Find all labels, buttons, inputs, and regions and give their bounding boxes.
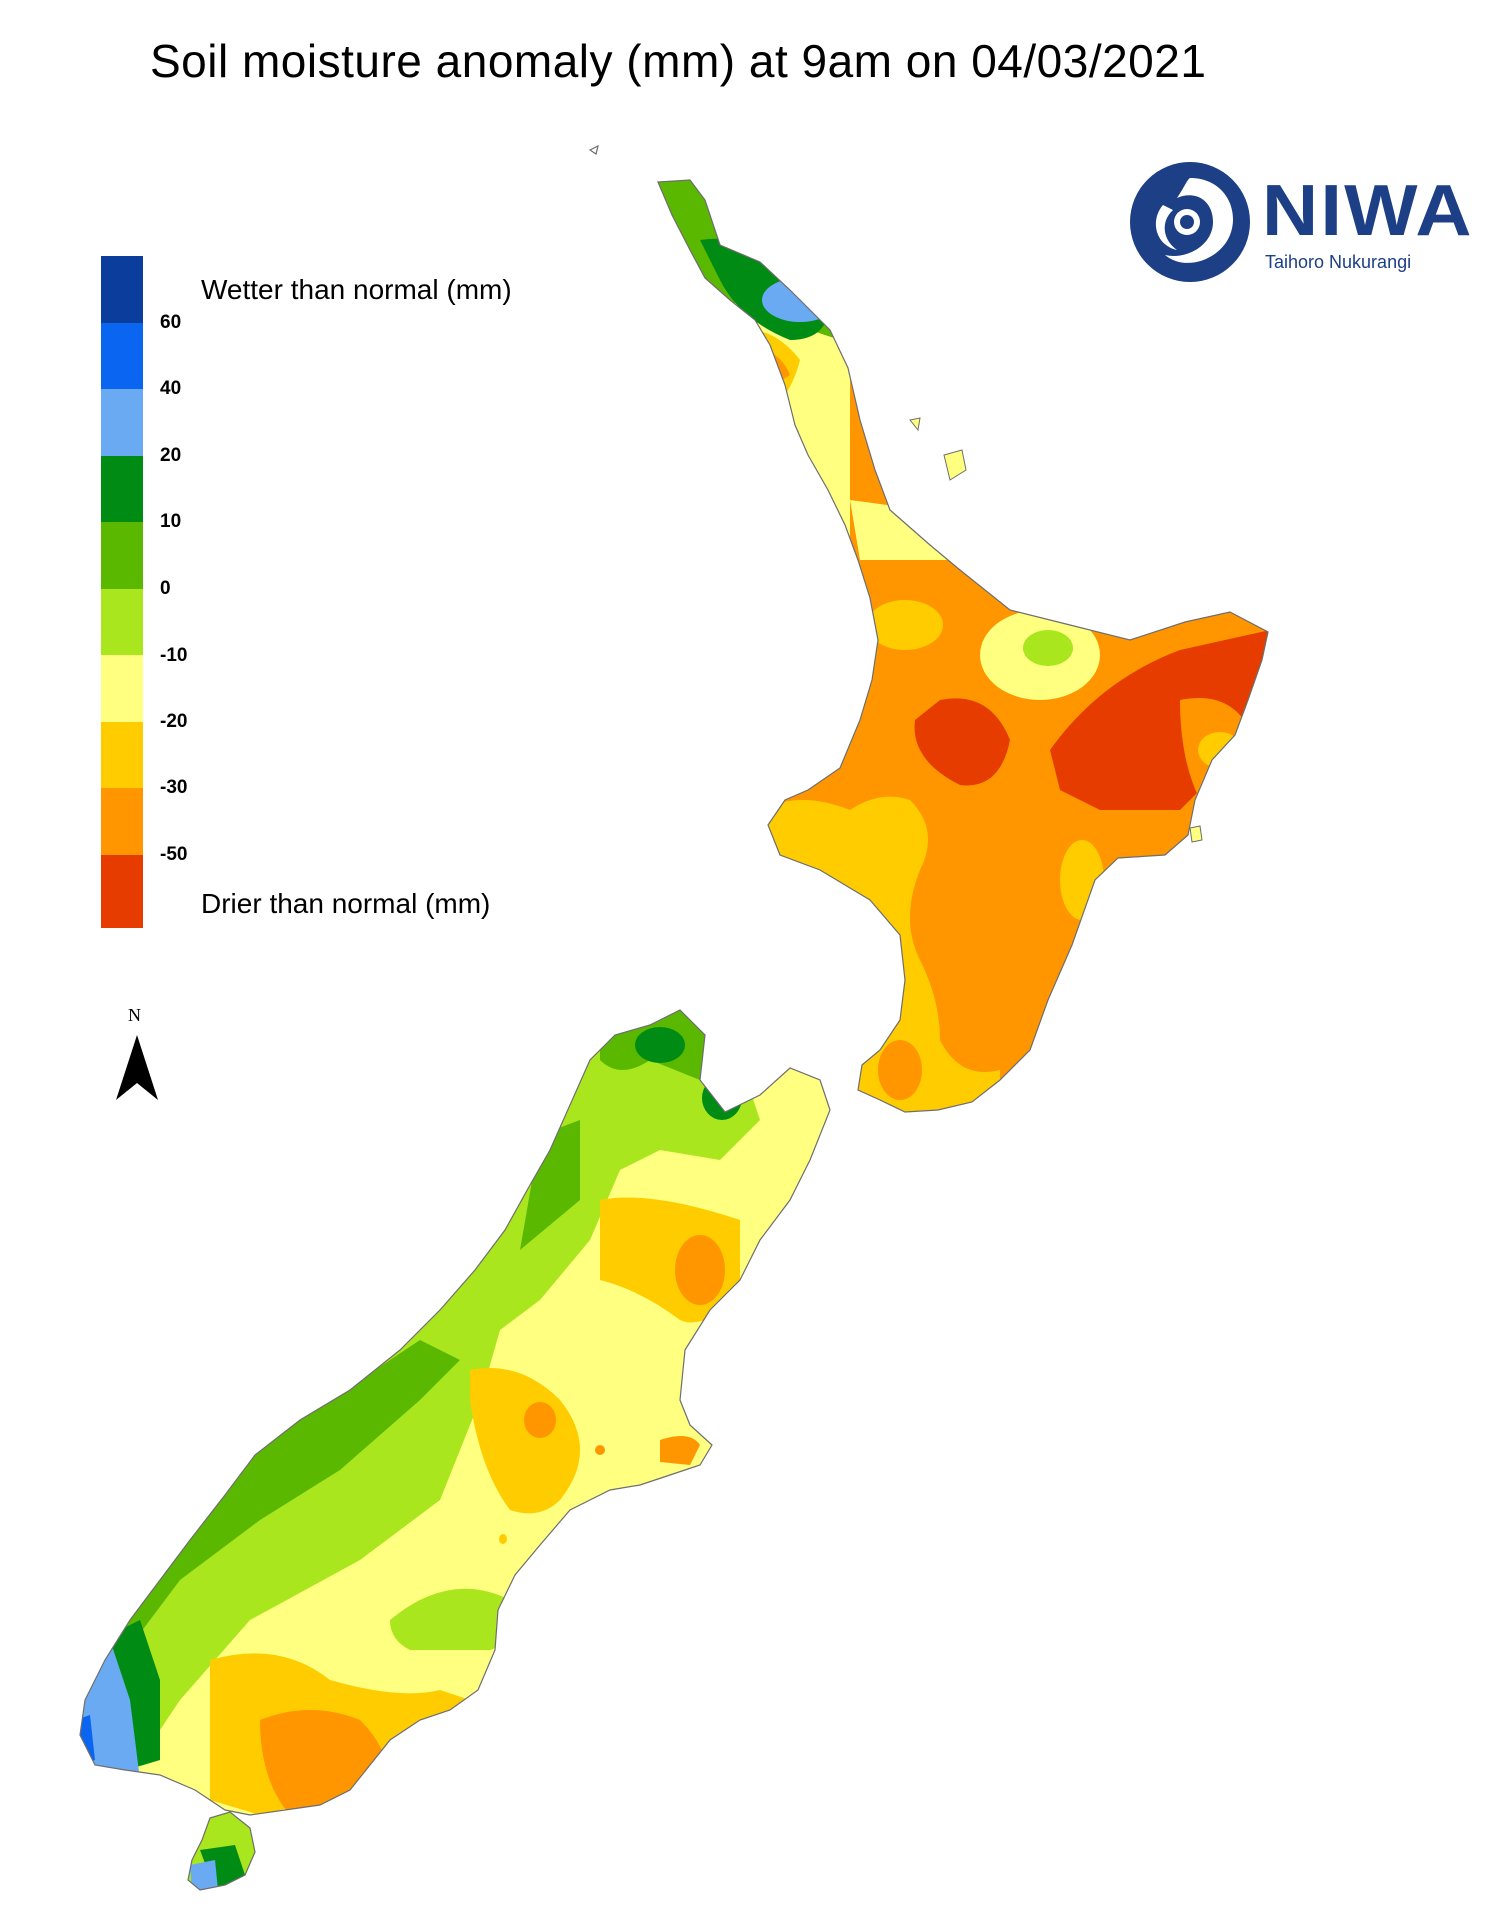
map-title: Soil moisture anomaly (mm) at 9am on 04/… [150, 35, 1207, 87]
legend-tick: -20 [160, 711, 188, 732]
niwa-logo-subtitle: Taihoro Nukurangi [1265, 252, 1412, 272]
offshore-islands [909, 417, 1203, 843]
legend-swatch-0-10 [101, 522, 143, 589]
legend-tick: 0 [160, 578, 171, 599]
legend-tick: 10 [160, 511, 182, 532]
north-island [658, 180, 1268, 1112]
north-arrow-icon [116, 1035, 158, 1100]
legend-swatch-minus10-0 [101, 589, 143, 655]
legend-swatch-minus20-minus10 [101, 655, 143, 722]
legend-tick: 60 [160, 312, 182, 333]
legend-swatch-minus50-minus30 [101, 788, 143, 855]
legend-swatch-40-60 [101, 323, 143, 389]
legend-swatch-minus30-minus20 [101, 722, 143, 788]
south-island [80, 1010, 830, 1815]
coastlines [79, 144, 1269, 1891]
legend-wetter-label: Wetter than normal (mm) [201, 274, 512, 305]
legend-tick: -50 [160, 844, 188, 865]
niwa-logo-icon [1130, 162, 1250, 282]
legend-tick: 40 [160, 378, 182, 399]
legend-tick: -10 [160, 645, 188, 666]
legend-swatch-below-minus50 [101, 855, 143, 928]
legend-swatch-60-plus [101, 256, 143, 323]
legend-swatch-20-40 [101, 389, 143, 456]
niwa-logo-text: NIWA [1262, 171, 1474, 251]
north-label: N [128, 1005, 141, 1025]
legend-tick: 20 [160, 445, 182, 466]
legend: 60 40 20 10 0 -10 -20 -30 -50 Wetter tha… [0, 0, 600, 960]
legend-swatch-10-20 [101, 456, 143, 522]
legend-drier-label: Drier than normal (mm) [201, 888, 491, 919]
legend-tick: -30 [160, 777, 188, 798]
